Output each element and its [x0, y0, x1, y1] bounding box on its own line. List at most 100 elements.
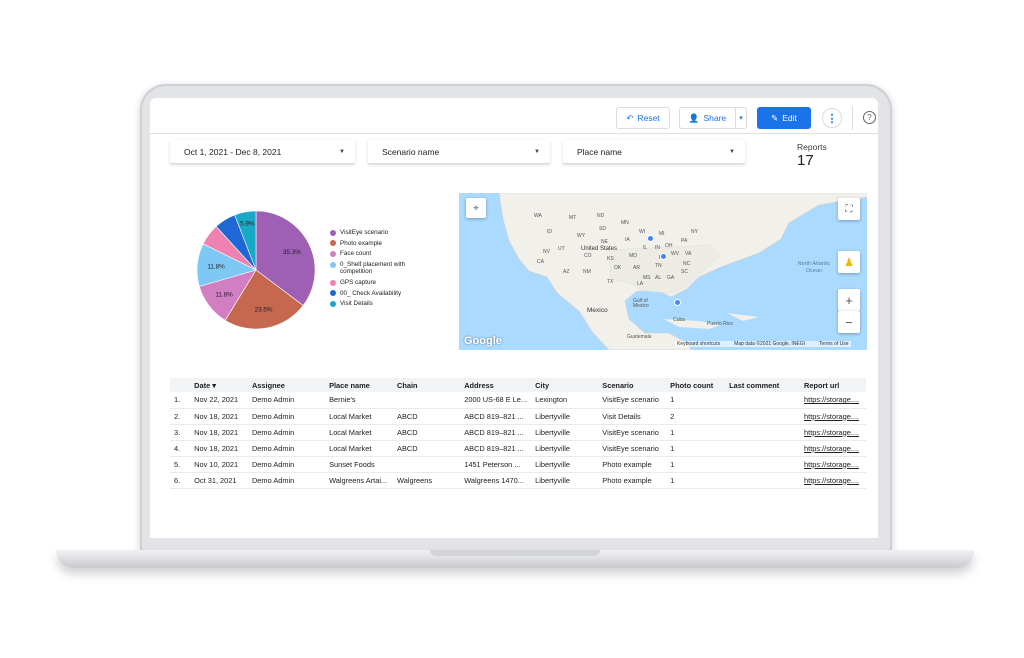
- reset-button[interactable]: ↶ Reset: [616, 107, 670, 129]
- cell-report-url[interactable]: https://storage....: [800, 456, 866, 473]
- column-header-scenario[interactable]: Scenario: [598, 378, 667, 392]
- location-marker[interactable]: [660, 253, 667, 260]
- cell-index: 5.: [170, 456, 191, 473]
- table-header-row: Date ▾ Assignee Place name Chain Address…: [170, 378, 866, 392]
- street-view-pegman[interactable]: ♟: [838, 251, 860, 273]
- cell-city: Libertyville: [531, 424, 599, 441]
- edit-button[interactable]: ✎ Edit: [757, 107, 811, 129]
- column-header-address[interactable]: Address: [460, 378, 532, 392]
- column-header-report-url[interactable]: Report url: [800, 378, 866, 392]
- legend-swatch: [330, 240, 336, 247]
- column-header-city[interactable]: City: [531, 378, 599, 392]
- laptop-notch: [430, 550, 600, 556]
- pie-slice[interactable]: [255, 210, 316, 306]
- help-icon[interactable]: ?: [863, 111, 876, 124]
- cell-chain: [393, 392, 461, 409]
- cell-address: Walgreens 1470...: [460, 472, 532, 489]
- map-label: AZ: [563, 269, 570, 275]
- cell-chain: Walgreens: [393, 472, 461, 489]
- map-label: OH: [665, 243, 673, 249]
- cell-report-url[interactable]: https://storage....: [800, 408, 866, 425]
- map-label: AL: [655, 275, 662, 281]
- legend-item[interactable]: Visit Details: [330, 300, 410, 307]
- cell-last-comment: [725, 456, 801, 473]
- map-label: MO: [629, 253, 638, 259]
- scenario-filter[interactable]: Scenario name ▼: [368, 140, 550, 164]
- cell-last-comment: [725, 440, 801, 457]
- map-label: TN: [655, 263, 662, 269]
- place-filter[interactable]: Place name ▼: [563, 140, 745, 164]
- dropdown-arrow-icon: ▼: [534, 148, 540, 155]
- table-row[interactable]: 5. Nov 10, 2021 Demo Admin Sunset Foods 1451…: [170, 456, 866, 473]
- column-header-last-comment[interactable]: Last comment: [725, 378, 801, 392]
- zoom-out-button[interactable]: −: [838, 311, 860, 333]
- legend-item[interactable]: Photo example: [330, 240, 410, 247]
- table-row[interactable]: 3. Nov 18, 2021 Demo Admin Local Market ABCD…: [170, 424, 866, 441]
- dropdown-arrow-icon: ▼: [339, 148, 345, 155]
- legend-item[interactable]: GPS capture: [330, 279, 410, 286]
- locate-me-button[interactable]: ⌖: [466, 198, 486, 218]
- table-row[interactable]: 2. Nov 18, 2021 Demo Admin Local Market ABCD…: [170, 408, 866, 425]
- cell-address: ABCD 819–821 ...: [460, 424, 532, 441]
- keyboard-shortcuts-link[interactable]: Keyboard shortcuts: [677, 341, 721, 347]
- column-header-assignee[interactable]: Assignee: [247, 378, 326, 392]
- legend-item[interactable]: 00_ Check Availability: [330, 290, 410, 297]
- toolbar-divider: [852, 106, 853, 130]
- map-label: WA: [534, 213, 542, 219]
- cell-assignee: Demo Admin: [247, 440, 326, 457]
- cell-report-url[interactable]: https://storage....: [800, 440, 866, 457]
- cell-assignee: Demo Admin: [247, 424, 326, 441]
- column-header-chain[interactable]: Chain: [393, 378, 461, 392]
- location-target-icon: ⌖: [473, 202, 479, 213]
- map-label: SD: [599, 226, 606, 232]
- legend-item[interactable]: 0_Shelf placement with competition: [330, 261, 410, 275]
- cell-date: Nov 10, 2021: [190, 456, 248, 473]
- map-label: MI: [659, 231, 665, 237]
- visit-locations-map[interactable]: WA MT ND MN ID SD WY IA NE UT CO United …: [459, 193, 867, 350]
- map-label: UT: [558, 246, 565, 252]
- cell-scenario: VisitEye scenario: [598, 440, 667, 457]
- fullscreen-button[interactable]: ⛶: [838, 198, 860, 220]
- fullscreen-icon: ⛶: [845, 203, 853, 215]
- cell-chain: ABCD: [393, 408, 461, 425]
- terms-of-use-link[interactable]: Terms of Use: [819, 341, 849, 347]
- more-options-button[interactable]: ⋮: [822, 108, 842, 128]
- cell-scenario: Photo example: [598, 472, 667, 489]
- zoom-in-button[interactable]: +: [838, 289, 860, 311]
- cell-report-url[interactable]: https://storage....: [800, 392, 866, 409]
- legend-item[interactable]: Face count: [330, 250, 410, 257]
- map-label: IA: [625, 237, 630, 243]
- table-row[interactable]: 1. Nov 22, 2021 Demo Admin Bernie's 2000 US-…: [170, 392, 866, 409]
- table-row[interactable]: 6. Oct 31, 2021 Demo Admin Walgreens Artai.…: [170, 472, 866, 489]
- legend-swatch: [330, 250, 336, 257]
- map-label: NE: [601, 239, 608, 245]
- cell-assignee: Demo Admin: [247, 472, 326, 489]
- column-header-photo-count[interactable]: Photo count: [666, 378, 726, 392]
- cell-report-url[interactable]: https://storage....: [800, 424, 866, 441]
- pie-slice-label: 11.8%: [207, 263, 225, 270]
- add-person-icon: 👤: [688, 112, 700, 123]
- cell-last-comment: [725, 472, 801, 489]
- location-marker[interactable]: [674, 299, 681, 306]
- cell-place-name: Local Market: [325, 424, 394, 441]
- map-land: [498, 193, 867, 350]
- pie-slice[interactable]: [224, 269, 304, 330]
- column-header-date[interactable]: Date ▾: [190, 378, 248, 392]
- map-label: Gulf of Mexico: [633, 298, 649, 309]
- legend-item[interactable]: VisitEye scenario: [330, 229, 410, 236]
- cell-scenario: VisitEye scenario: [598, 424, 667, 441]
- date-range-filter[interactable]: Oct 1, 2021 - Dec 8, 2021 ▼: [170, 140, 355, 164]
- column-header-place-name[interactable]: Place name: [325, 378, 394, 392]
- legend-label: 0_Shelf placement with competition: [340, 261, 406, 276]
- map-label: LA: [637, 281, 644, 287]
- cell-place-name: Sunset Foods: [325, 456, 394, 473]
- cell-date: Nov 18, 2021: [190, 440, 248, 457]
- table-row[interactable]: 4. Nov 18, 2021 Demo Admin Local Market ABCD…: [170, 440, 866, 457]
- location-marker[interactable]: [647, 235, 654, 242]
- cell-photo-count: 1: [666, 392, 726, 409]
- share-button[interactable]: 👤 Share: [679, 107, 735, 129]
- share-dropdown-button[interactable]: ▾: [735, 107, 747, 129]
- pie-slice[interactable]: [234, 210, 257, 271]
- cell-report-url[interactable]: https://storage....: [800, 472, 866, 489]
- pie-slice-label: 11.8%: [215, 291, 233, 298]
